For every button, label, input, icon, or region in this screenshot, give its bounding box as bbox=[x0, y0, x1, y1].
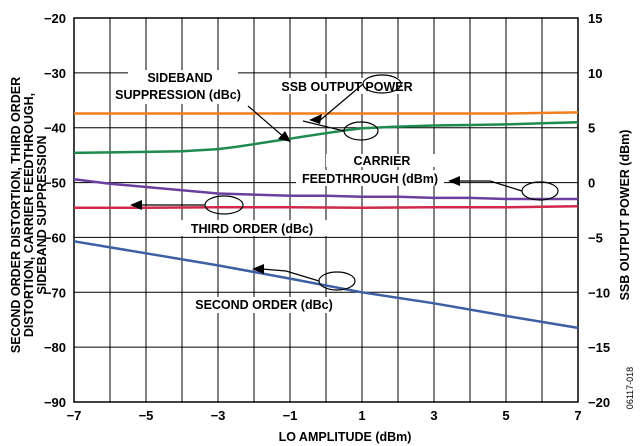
x-tick-label: −3 bbox=[211, 408, 226, 423]
anno-ssb-text: SSB OUTPUT POWER bbox=[281, 80, 412, 94]
y-right-tick-label: −15 bbox=[588, 340, 610, 355]
x-tick-label: −5 bbox=[139, 408, 154, 423]
plot-frame bbox=[73, 17, 579, 403]
grid: −7 −5 −3 −1 1 3 5 7−20−30−40−50−60−70−80−901510… bbox=[44, 11, 610, 423]
anno-second-order-label: SECOND ORDER (dBc) bbox=[186, 297, 346, 313]
x-tick-label: 5 bbox=[502, 408, 509, 423]
anno-sideband-line2: SUPPRESSION (dBc) bbox=[115, 88, 241, 102]
annotations: SIDEBAND SUPPRESSION (dBc) SSB OUTPUT PO… bbox=[115, 70, 559, 313]
y-right-tick-label: 10 bbox=[588, 66, 602, 81]
y-left-tick-label: −80 bbox=[44, 340, 66, 355]
anno-carrier-line2: FEEDTHROUGH (dBm) bbox=[302, 172, 438, 186]
axis-labels: LO AMPLITUDE (dBm) SECOND ORDER DISTORTI… bbox=[9, 77, 635, 444]
y-right-tick-label: −20 bbox=[588, 395, 610, 410]
y-left-tick-label: −60 bbox=[44, 230, 66, 245]
y-left-title-line1: SECOND ORDER DISTORTION, THIRD ORDER bbox=[9, 77, 23, 353]
y-right-title-text: SSB OUTPUT POWER (dBm) bbox=[618, 130, 632, 301]
anno-ssb-label: SSB OUTPUT POWER bbox=[277, 78, 417, 94]
x-tick-label: 7 bbox=[574, 408, 581, 423]
series-line-sideband-suppression-dbc bbox=[73, 120, 579, 155]
y-left-tick-label: −20 bbox=[44, 11, 66, 26]
anno-sideband-arrowhead bbox=[278, 131, 291, 142]
x-tick-label: 3 bbox=[430, 408, 437, 423]
anno-carrier-label: CARRIER FEEDTHROUGH (dBm) bbox=[296, 154, 444, 186]
y-right-tick-label: 0 bbox=[588, 176, 595, 191]
y-right-tick-label: −5 bbox=[588, 230, 603, 245]
anno-third-order-label: THIRD ORDER (dBc) bbox=[175, 220, 333, 236]
anno-third-order-ellipse bbox=[204, 195, 244, 215]
anno-third-order-arrowhead bbox=[130, 200, 142, 210]
series-line-second-order-dbc bbox=[73, 240, 579, 330]
anno-carrier-arrowhead bbox=[448, 176, 460, 186]
anno-second-order-arrow bbox=[261, 268, 320, 282]
y-left-tick-label: −30 bbox=[44, 66, 66, 81]
y-left-title-line2: DISTORTION, CARRIER FEEDTHROUGH, bbox=[22, 93, 36, 337]
series-lines bbox=[73, 111, 579, 330]
anno-sideband-pointer bbox=[302, 120, 345, 132]
y-left-tick-label: −70 bbox=[44, 285, 66, 300]
y-right-tick-label: −10 bbox=[588, 285, 610, 300]
series-line-third-order-dbc bbox=[74, 204, 579, 210]
anno-ssb-arrow bbox=[317, 83, 364, 123]
anno-sideband-arrow bbox=[247, 105, 286, 139]
y-left-tick-label: −90 bbox=[44, 395, 66, 410]
x-tick-label: 1 bbox=[358, 408, 365, 423]
figure-id: 06117-018 bbox=[625, 367, 635, 409]
anno-second-order-arrowhead bbox=[252, 264, 264, 274]
anno-sideband-line1: SIDEBAND bbox=[147, 71, 212, 85]
figure-id-text: 06117-018 bbox=[625, 367, 635, 409]
anno-carrier-ellipse bbox=[521, 181, 559, 201]
y-right-tick-label: 5 bbox=[588, 121, 595, 136]
y-left-title-line3: SIDEBAND SUPPRESSION bbox=[35, 135, 49, 294]
x-tick-label: −1 bbox=[283, 408, 298, 423]
y-left-axis-title: SECOND ORDER DISTORTION, THIRD ORDER DIS… bbox=[9, 77, 49, 353]
anno-second-order-text: SECOND ORDER (dBc) bbox=[195, 298, 333, 312]
series-line-ssb-output-power bbox=[74, 111, 579, 115]
anno-ssb-arrowhead bbox=[309, 114, 322, 124]
x-tick-label: −7 bbox=[67, 408, 82, 423]
anno-third-order-text: THIRD ORDER (dBc) bbox=[191, 222, 313, 236]
anno-carrier-arrow bbox=[458, 180, 523, 192]
y-left-tick-label: −40 bbox=[44, 121, 66, 136]
anno-carrier-line1: CARRIER bbox=[354, 154, 411, 168]
anno-sideband-label: SIDEBAND SUPPRESSION (dBc) bbox=[115, 70, 241, 104]
series-line-carrier-feedthrough-dbm bbox=[73, 178, 578, 201]
y-right-axis-title: SSB OUTPUT POWER (dBm) bbox=[618, 130, 632, 301]
y-right-tick-label: 15 bbox=[588, 11, 602, 26]
x-axis-title: LO AMPLITUDE (dBm) bbox=[279, 430, 412, 444]
y-left-tick-label: −50 bbox=[44, 176, 66, 191]
